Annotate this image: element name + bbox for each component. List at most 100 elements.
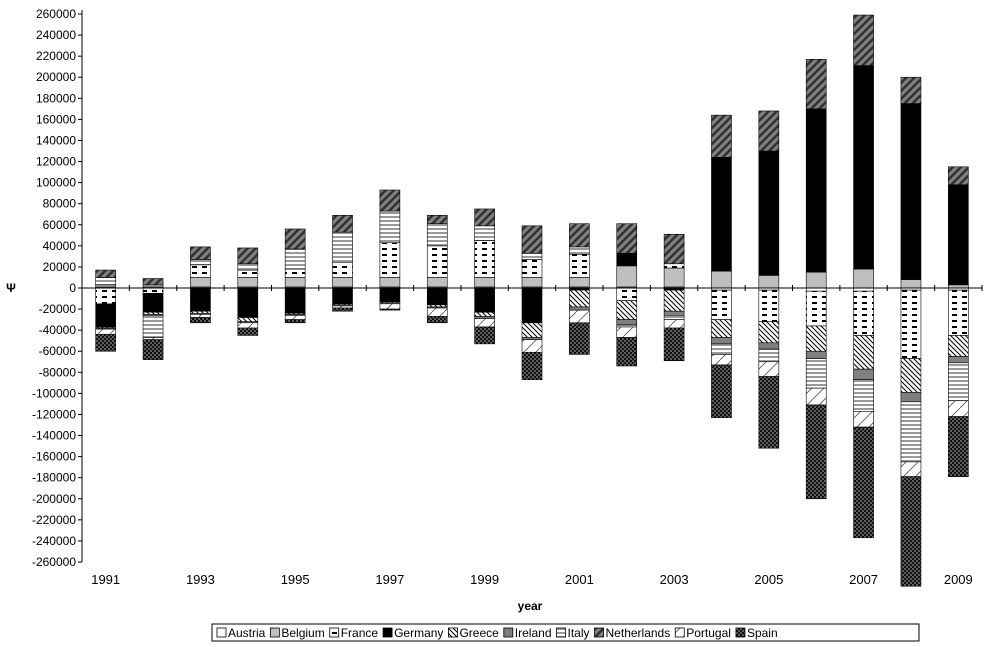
bar-italy-2000 <box>521 252 543 260</box>
bar-netherlands-2000 <box>521 225 543 254</box>
legend-label-portugal: Portugal <box>686 626 731 640</box>
bar-spain-1996 <box>332 307 353 312</box>
bar-germany-1997 <box>379 287 401 302</box>
bar-greece-1993 <box>190 310 211 314</box>
y-tick-label: -60000 <box>39 344 77 358</box>
legend-label-france: France <box>341 626 379 640</box>
bar-netherlands-1993 <box>190 246 211 260</box>
x-tick-label: 1999 <box>470 572 499 587</box>
bar-france-1992 <box>142 287 164 294</box>
bar-portugal-1998 <box>426 307 448 317</box>
x-tick-label: 1997 <box>375 572 404 587</box>
bars-layer <box>95 14 969 587</box>
bar-netherlands-2002 <box>616 223 638 254</box>
x-tick-label: 2003 <box>660 572 689 587</box>
y-tick-label: 80000 <box>43 197 77 211</box>
bar-ireland-2000 <box>521 337 543 340</box>
bar-belgium-1997 <box>379 277 401 288</box>
bar-italy-1993 <box>190 259 211 266</box>
bar-france-1991 <box>95 287 116 305</box>
y-tick-label: -260000 <box>32 555 76 569</box>
bar-ireland-2004 <box>711 337 732 345</box>
bar-italy-1996 <box>332 231 353 264</box>
bar-spain-2007 <box>853 426 874 539</box>
bar-spain-1993 <box>190 317 211 324</box>
bar-italy-2004 <box>711 343 732 355</box>
bar-germany-1999 <box>474 287 495 313</box>
bar-portugal-2001 <box>569 309 590 324</box>
y-tick-label: -140000 <box>32 429 76 443</box>
bar-belgium-2001 <box>569 277 590 288</box>
legend-label-netherlands: Netherlands <box>606 626 671 640</box>
bar-germany-1994 <box>237 287 259 318</box>
bar-netherlands-1997 <box>379 189 401 212</box>
bar-germany-2002 <box>616 252 638 267</box>
bar-france-2001 <box>569 253 590 278</box>
y-tick-label: 60000 <box>43 218 77 232</box>
legend-swatch-spain <box>735 627 746 638</box>
bar-spain-1995 <box>284 319 306 324</box>
bar-germany-2006 <box>805 108 827 273</box>
bar-france-2005 <box>758 289 780 323</box>
bar-france-2009 <box>948 289 969 336</box>
bar-ireland-2007 <box>853 368 874 380</box>
x-tick-label: 1995 <box>281 572 310 587</box>
bar-france-2003 <box>663 263 685 269</box>
bar-belgium-1999 <box>474 277 495 288</box>
bar-spain-2002 <box>616 337 638 367</box>
legend-swatch-france <box>329 627 340 638</box>
bar-ireland-2002 <box>616 319 638 326</box>
bar-belgium-2004 <box>711 270 732 289</box>
y-tick-label: -220000 <box>32 513 76 527</box>
bar-france-1995 <box>284 268 306 278</box>
y-tick-label: -120000 <box>32 407 76 421</box>
legend-swatch-portugal <box>674 627 685 638</box>
y-tick-label: 100000 <box>36 176 76 190</box>
y-tick-label: 140000 <box>36 133 76 147</box>
y-tick-label: 260000 <box>36 7 76 21</box>
y-tick-label: 180000 <box>36 91 76 105</box>
bar-germany-2004 <box>711 157 732 272</box>
bar-italy-2009 <box>948 362 969 402</box>
bar-germany-1998 <box>426 287 448 306</box>
bar-netherlands-1991 <box>95 269 116 278</box>
bar-netherlands-2001 <box>569 223 590 248</box>
bar-italy-1998 <box>426 223 448 247</box>
y-tick-label: -200000 <box>32 492 76 506</box>
bar-portugal-1993 <box>190 314 211 318</box>
bar-belgium-1993 <box>190 277 211 288</box>
bar-italy-2002 <box>616 324 638 328</box>
y-tick-label: 120000 <box>36 155 76 169</box>
bar-germany-1993 <box>190 287 211 312</box>
x-tick-label: 1993 <box>186 572 215 587</box>
bar-netherlands-1996 <box>332 214 353 233</box>
bar-ireland-2005 <box>758 342 780 350</box>
bar-ireland-2001 <box>569 306 590 311</box>
y-tick-label: 0 <box>69 281 76 295</box>
bar-greece-2008 <box>900 358 922 393</box>
bar-greece-2005 <box>758 321 780 344</box>
bar-germany-2007 <box>853 65 874 270</box>
x-tick-label: 2005 <box>754 572 783 587</box>
bar-france-1996 <box>332 262 353 278</box>
bar-belgium-2005 <box>758 275 780 289</box>
bar-spain-1991 <box>95 334 116 352</box>
bar-france-2002 <box>616 287 638 301</box>
bar-portugal-2000 <box>521 339 543 353</box>
x-tick-label: 2007 <box>849 572 878 587</box>
bar-greece-1998 <box>426 304 448 308</box>
bar-ireland-2003 <box>663 310 685 316</box>
bar-italy-1997 <box>379 210 401 243</box>
bar-greece-2001 <box>569 289 590 308</box>
bar-belgium-2003 <box>663 267 685 288</box>
bar-france-2006 <box>805 290 827 327</box>
y-tick-label: -80000 <box>39 365 77 379</box>
bar-germany-2000 <box>521 287 543 324</box>
bar-spain-1999 <box>474 326 495 345</box>
bar-greece-1992 <box>142 311 164 315</box>
bar-belgium-2008 <box>900 279 922 289</box>
bar-france-2004 <box>711 289 732 320</box>
legend-swatch-italy <box>556 627 566 638</box>
x-tick-label: 2001 <box>565 572 594 587</box>
bar-netherlands-1994 <box>237 247 259 265</box>
